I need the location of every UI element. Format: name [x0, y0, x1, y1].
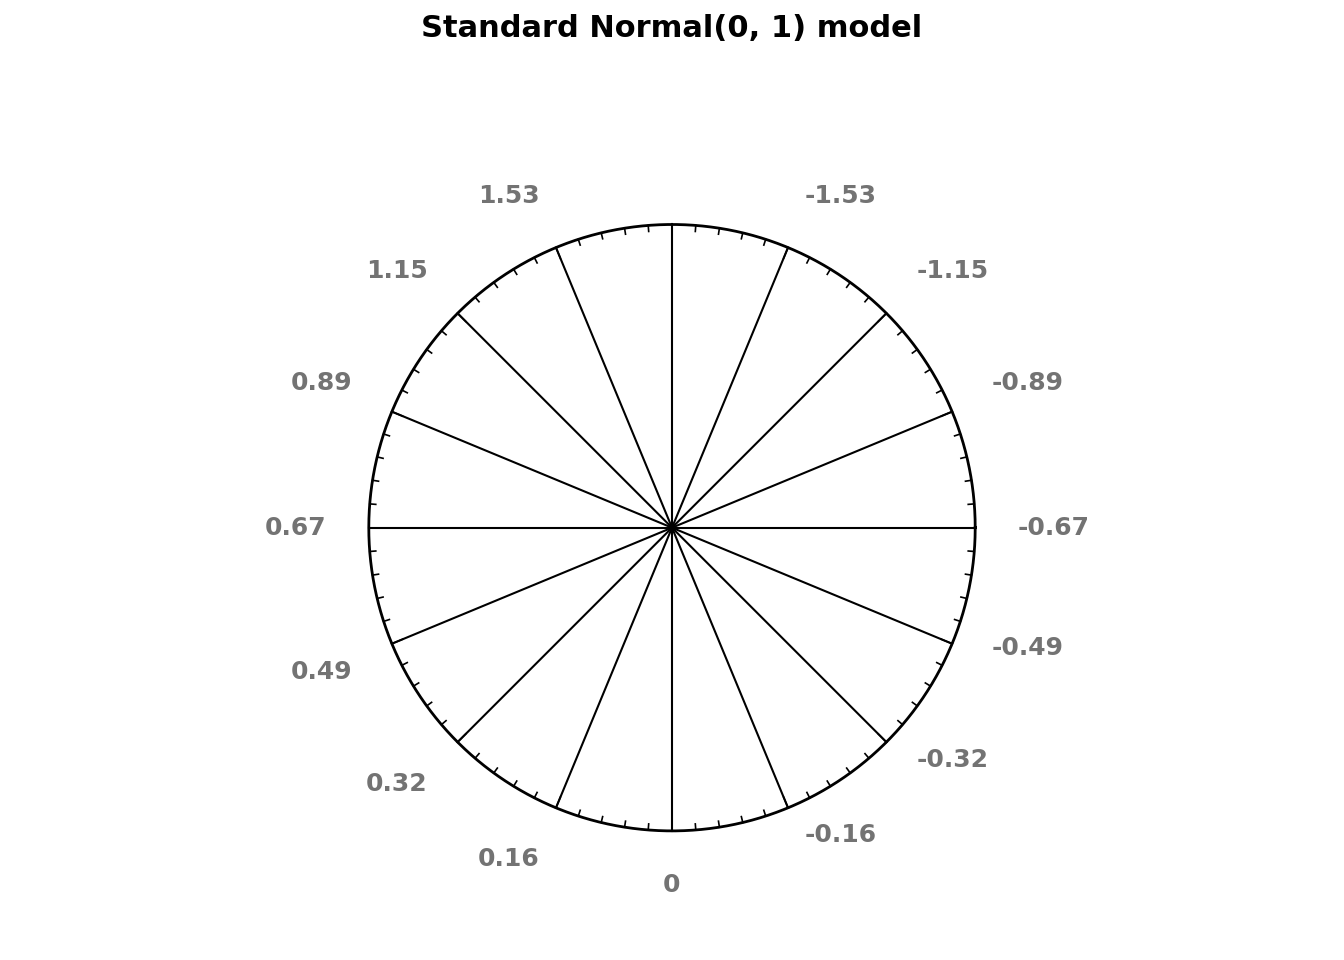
Text: 0.89: 0.89 — [292, 372, 352, 396]
Text: 0.67: 0.67 — [265, 516, 327, 540]
Text: -0.32: -0.32 — [917, 748, 988, 772]
Text: 1.53: 1.53 — [478, 184, 540, 208]
Text: -1.53: -1.53 — [804, 184, 876, 208]
Text: 0.32: 0.32 — [366, 772, 427, 796]
Text: 0: 0 — [663, 874, 681, 898]
Text: 0.16: 0.16 — [478, 847, 540, 871]
Title: Standard Normal(0, 1) model: Standard Normal(0, 1) model — [422, 13, 922, 43]
Text: 1.15: 1.15 — [366, 259, 427, 283]
Text: -0.49: -0.49 — [992, 636, 1063, 660]
Text: 0.49: 0.49 — [292, 660, 352, 684]
Text: -0.16: -0.16 — [804, 823, 876, 847]
Text: -1.15: -1.15 — [917, 259, 989, 283]
Text: -0.67: -0.67 — [1017, 516, 1090, 540]
Text: -0.89: -0.89 — [992, 372, 1063, 396]
